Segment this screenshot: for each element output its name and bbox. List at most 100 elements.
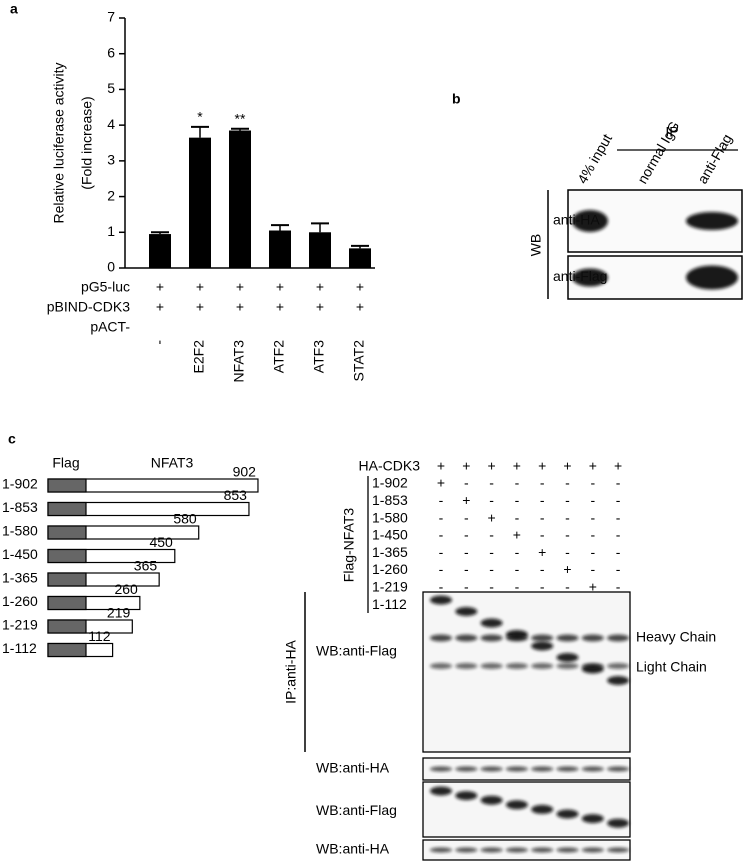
blot-band (556, 766, 579, 772)
construct-label: 1-580 (2, 523, 38, 539)
condition-sign: + (196, 299, 204, 315)
blot-label: WB:anti-HA (316, 841, 390, 857)
construct-end: 112 (88, 628, 111, 644)
construct-end: 219 (107, 605, 131, 621)
blot-band (430, 595, 452, 605)
treatment-sign: - (540, 509, 545, 525)
blot-band (430, 786, 452, 796)
treatment-sign: + (513, 527, 521, 543)
treatment-label: 1-112 (372, 596, 407, 612)
treatment-sign: - (616, 509, 621, 525)
blot-band (455, 791, 478, 801)
construct-label: 1-219 (2, 617, 38, 633)
construct-end: 365 (134, 558, 158, 574)
condition-sign: + (316, 299, 324, 315)
blot-band (556, 809, 579, 819)
blot-band (455, 847, 478, 853)
construct-header: Flag (52, 455, 79, 471)
blot-band (581, 766, 604, 772)
flag-tag (47, 501, 87, 517)
blot-band (556, 847, 579, 853)
construct-end: 902 (233, 464, 257, 480)
treatment-sign: + (563, 458, 571, 474)
condition-label: pBIND-CDK3 (47, 299, 130, 315)
lane-label: 4% input (574, 131, 615, 186)
blot-band (556, 634, 579, 642)
blot-band (505, 634, 528, 642)
treatment-sign: + (488, 509, 496, 525)
x-tick-label: ATF3 (311, 340, 327, 373)
treatment-sign: - (540, 561, 545, 577)
treatment-label: 1-260 (372, 561, 408, 577)
blot-band (607, 847, 630, 853)
blot-band (455, 634, 478, 642)
blot-band (607, 663, 630, 669)
blot-band (480, 847, 503, 853)
treatment-sign: - (515, 579, 520, 595)
blot-band (556, 663, 579, 669)
bar (189, 137, 211, 268)
treatment-sign: + (462, 458, 470, 474)
blot-band (531, 641, 554, 651)
blot-band (455, 607, 478, 616)
treatment-sign: - (565, 544, 570, 560)
flag-tag (47, 478, 87, 493)
blot-band (455, 766, 478, 772)
blot-band (572, 268, 608, 287)
blot-label: WB:anti-HA (316, 760, 390, 776)
treatment-sign: - (565, 475, 570, 491)
blot-band (430, 847, 452, 853)
treatment-sign: - (439, 561, 444, 577)
blot-band (531, 847, 554, 853)
condition-sign: + (236, 279, 244, 295)
blot-band (581, 814, 604, 824)
wb-label: WB (528, 234, 544, 257)
treatment-sign: - (464, 475, 469, 491)
lane-label: anti-Flag (694, 131, 735, 186)
construct-end: 853 (224, 487, 248, 503)
treatment-sign: - (439, 509, 444, 525)
condition-sign: + (356, 279, 364, 295)
treatment-label: 1-580 (372, 509, 408, 525)
x-tick-label: ATF2 (271, 340, 287, 373)
construct-header: NFAT3 (151, 455, 194, 471)
condition-sign: + (276, 279, 284, 295)
blot-frame (422, 781, 631, 838)
treatment-label: HA-CDK3 (359, 458, 421, 474)
treatment-sign: + (614, 458, 622, 474)
blot-band (531, 663, 554, 669)
blot-band (531, 804, 554, 814)
treatment-sign: - (616, 544, 621, 560)
blot-band (607, 818, 630, 828)
treatment-sign: - (515, 492, 520, 508)
panel-label: a (10, 1, 18, 17)
treatment-sign: - (540, 579, 545, 595)
treatment-sign: - (590, 544, 595, 560)
treatment-sign: - (489, 475, 494, 491)
treatment-sign: - (489, 527, 494, 543)
construct-end: 580 (173, 511, 197, 527)
treatment-sign: - (565, 527, 570, 543)
blot-band (480, 766, 503, 772)
treatment-sign: - (439, 527, 444, 543)
blot-band (480, 634, 503, 642)
treatment-sign: - (439, 579, 444, 595)
treatment-sign: - (590, 509, 595, 525)
treatment-sign: - (489, 492, 494, 508)
band-label: Heavy Chain (636, 629, 716, 645)
treatment-sign: - (439, 492, 444, 508)
treatment-sign: - (515, 561, 520, 577)
bar (269, 230, 291, 268)
y-axis-title: (Fold increase) (79, 96, 95, 189)
x-tick-label: E2F2 (191, 340, 207, 374)
blot-band (430, 634, 452, 642)
condition-sign: + (356, 299, 364, 315)
treatment-sign: - (464, 579, 469, 595)
condition-sign: + (156, 299, 164, 315)
treatment-sign: + (589, 458, 597, 474)
condition-label: pG5-luc (81, 279, 130, 295)
treatment-sign: - (540, 527, 545, 543)
blot-band (581, 634, 604, 642)
treatment-sign: + (513, 458, 521, 474)
